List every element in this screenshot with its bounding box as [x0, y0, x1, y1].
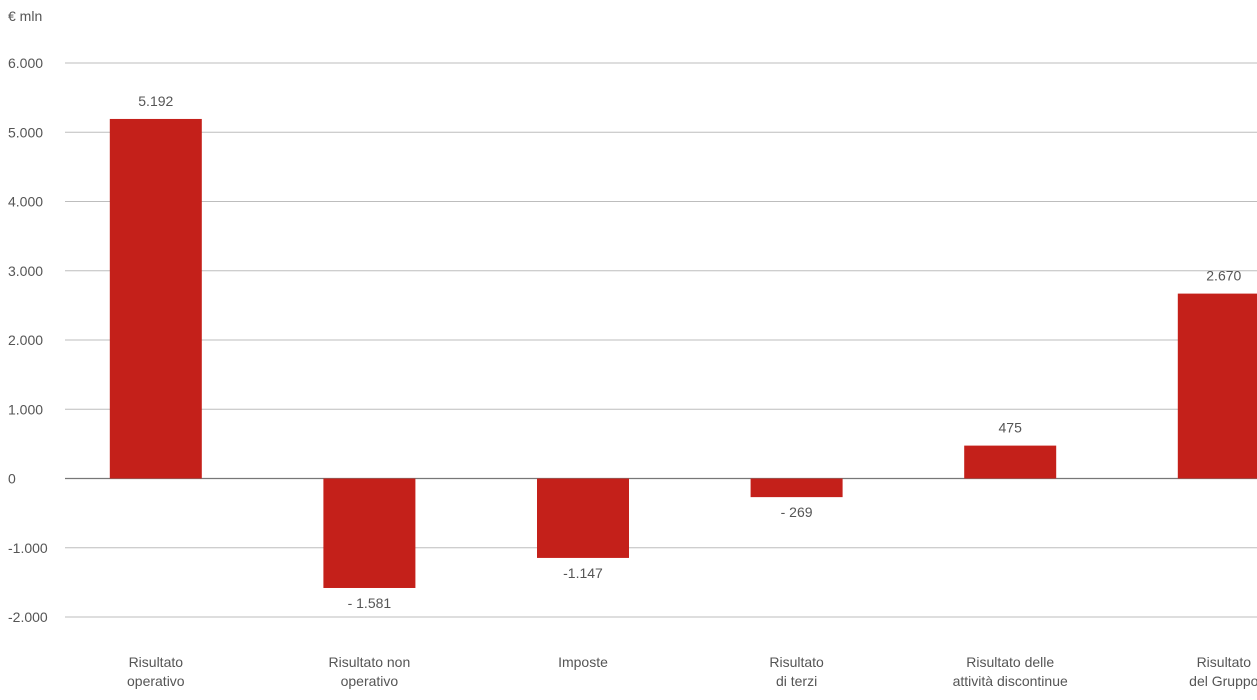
- x-tick-label: attività discontinue: [953, 673, 1068, 689]
- bar: [109, 118, 202, 479]
- value-label: 5.192: [138, 93, 173, 109]
- x-tick-label: di terzi: [776, 673, 817, 689]
- y-tick-label: 1.000: [8, 401, 43, 417]
- y-tick-label: 3.000: [8, 263, 43, 279]
- value-label: 2.670: [1206, 268, 1241, 284]
- x-axis-labels: Risultato operativo Risultato non operativo…: [127, 654, 1257, 689]
- x-tick-label: Imposte: [558, 654, 608, 670]
- bar: [964, 445, 1057, 479]
- bar: [537, 478, 629, 558]
- value-label: - 269: [781, 504, 813, 520]
- bars: [109, 118, 1257, 588]
- value-labels: 5.192 - 1.581 -1.147 - 269 475 2.670: [138, 93, 1241, 611]
- x-tick-label: del Gruppo: [1189, 673, 1257, 689]
- gridlines: [65, 62, 1257, 618]
- y-tick-label: 0: [8, 471, 16, 487]
- x-tick-label: Risultato: [129, 654, 184, 670]
- y-tick-label: -1.000: [8, 540, 48, 556]
- bar: [323, 478, 416, 588]
- unit-label: € mln: [8, 8, 42, 24]
- y-axis-ticks: 6.000 5.000 4.000 3.000 2.000 1.000 0 -1.000 -2.…: [8, 55, 48, 625]
- y-tick-label: 5.000: [8, 124, 43, 140]
- y-tick-label: 6.000: [8, 55, 43, 71]
- x-tick-label: operativo: [341, 673, 399, 689]
- bar: [750, 478, 843, 498]
- y-tick-label: 2.000: [8, 332, 43, 348]
- x-tick-label: Risultato: [1197, 654, 1252, 670]
- x-tick-label: Risultato delle: [966, 654, 1054, 670]
- bar: [1177, 293, 1257, 479]
- value-label: 475: [999, 420, 1023, 436]
- x-tick-label: Risultato non: [329, 654, 411, 670]
- x-tick-label: Risultato: [769, 654, 824, 670]
- y-tick-label: -2.000: [8, 609, 48, 625]
- x-tick-label: operativo: [127, 673, 185, 689]
- value-label: - 1.581: [348, 595, 392, 611]
- value-label: -1.147: [563, 565, 603, 581]
- y-tick-label: 4.000: [8, 194, 43, 210]
